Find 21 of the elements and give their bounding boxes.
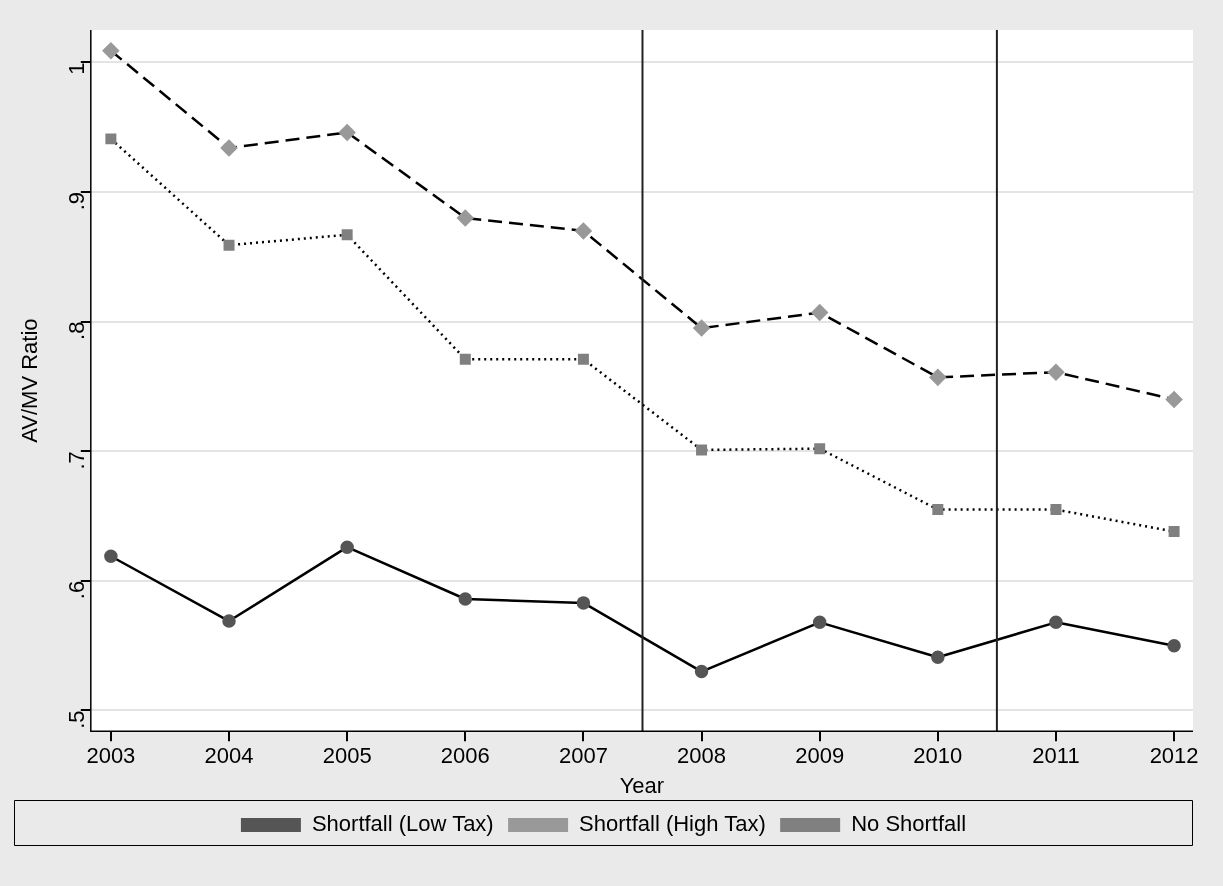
x-tick-label: 2004 bbox=[204, 743, 254, 769]
y-tick-label: .7 bbox=[63, 451, 89, 470]
legend-label: Shortfall (High Tax) bbox=[579, 811, 766, 837]
x-tick-label: 2005 bbox=[322, 743, 372, 769]
x-axis-title: Year bbox=[619, 772, 665, 798]
x-tick-label: 2009 bbox=[795, 743, 845, 769]
legend-label: No Shortfall bbox=[851, 811, 967, 837]
x-tick-label: 2008 bbox=[677, 743, 727, 769]
legend-label: Shortfall (Low Tax) bbox=[311, 811, 494, 837]
x-tick-label: 2011 bbox=[1032, 743, 1080, 769]
y-tick-label: 1 bbox=[63, 62, 89, 75]
y-axis-title: AV/MV Ratio bbox=[17, 318, 43, 443]
y-tick-label: .9 bbox=[63, 192, 89, 211]
y-tick-label: .5 bbox=[63, 710, 89, 729]
x-tick-label: 2006 bbox=[440, 743, 490, 769]
x-tick-label: 2010 bbox=[913, 743, 963, 769]
y-tick-label: .8 bbox=[63, 321, 89, 340]
x-tick-label: 2012 bbox=[1149, 743, 1199, 769]
x-tick-label: 2007 bbox=[558, 743, 608, 769]
y-tick-label: .6 bbox=[63, 580, 89, 600]
x-tick-label: 2003 bbox=[86, 743, 136, 769]
